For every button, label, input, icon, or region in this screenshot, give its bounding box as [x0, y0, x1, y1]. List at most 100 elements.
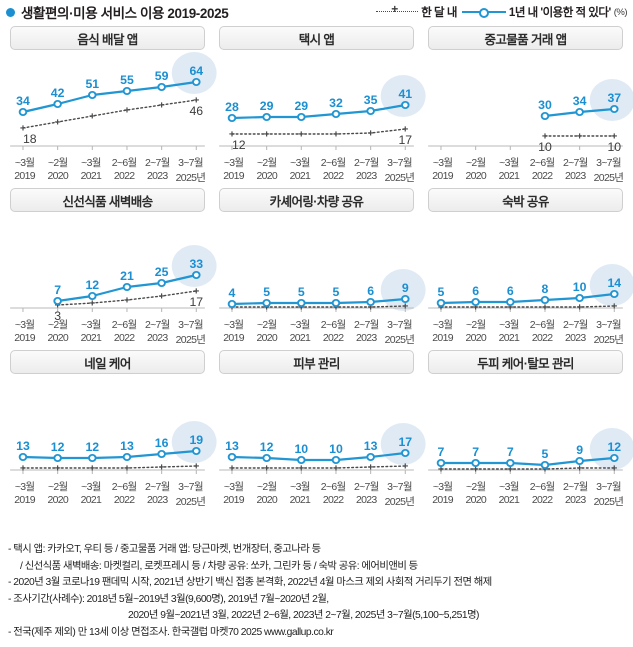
data-point-marker	[297, 113, 306, 122]
dotted-point-marker: +	[438, 303, 444, 314]
data-point-marker	[157, 82, 166, 91]
data-point-marker	[18, 453, 28, 462]
dotted-plus-line-icon	[376, 3, 419, 17]
dotted-point-marker: +	[298, 303, 304, 314]
data-value-label: 9	[576, 443, 583, 457]
title-group: 생활편의·미용 서비스 이용 2019-2025	[6, 2, 229, 22]
month-value-label: 3	[54, 309, 61, 323]
chart-panel: 숙박 공유 + + + + + +5 6 6 8 10 14 ~3월 ~2월 ~3월 2~6월 2~7월 3~7월…	[421, 186, 633, 348]
data-value-label: 12	[260, 440, 274, 454]
x-tick-year: 2020	[47, 332, 69, 344]
chart-panel: 카셰어링·차량 공유 + + + + + +4 5 5 5 6 9 ~3월 ~2월 ~3월 2~6월 2~7월 3…	[212, 186, 426, 351]
panel-header[interactable]: 신선식품 새벽배송	[10, 188, 205, 212]
x-axis-labels: ~3월 ~2월 ~3월 2~6월 2~7월 3~7월 2019 2020 2021 2022 202…	[426, 479, 625, 513]
data-point-marker	[401, 449, 410, 458]
x-tick-year: 2022	[322, 332, 344, 344]
solid-series-line	[231, 451, 406, 462]
x-tick-period: 3~7월	[178, 157, 203, 169]
dotted-point-marker: +	[507, 465, 513, 476]
panel-header[interactable]: 숙박 공유	[428, 188, 623, 212]
chart-panel: 택시 앱 + + + + + +28 29 29 32 35 41 12 17 ~3월 ~2월 ~3월 2~6월 2…	[212, 24, 426, 186]
data-point-marker	[540, 112, 550, 121]
dotted-point-marker: +	[577, 132, 583, 143]
x-tick-period: ~2월	[47, 157, 68, 169]
x-tick-period: 2~6월	[320, 319, 346, 331]
dotted-point-marker: +	[55, 118, 61, 129]
panel-title: 음식 배달 앱	[77, 32, 138, 47]
x-tick-period: ~3월	[290, 481, 310, 493]
data-point-marker	[575, 108, 584, 117]
x-tick-period: ~2월	[465, 481, 486, 493]
x-tick-year: 2020	[256, 332, 278, 344]
data-value-label: 30	[538, 98, 552, 112]
data-value-label: 25	[155, 265, 169, 279]
data-value-label: 42	[51, 86, 65, 100]
data-value-label: 5	[542, 447, 549, 461]
data-value-label: 28	[225, 100, 239, 114]
panel-header[interactable]: 택시 앱	[219, 26, 414, 50]
solid-series-line	[440, 292, 615, 305]
data-point-marker	[157, 279, 166, 288]
data-point-marker	[227, 114, 237, 123]
data-point-marker	[401, 295, 410, 304]
data-point-marker	[157, 450, 166, 459]
data-point-marker	[366, 107, 375, 116]
panel-header[interactable]: 두피 케어·탈모 관리	[428, 350, 623, 374]
chart-panel: 신선식품 새벽배송 + + + + +7 12 21 25 33 3 17 ~3월 ~2월 ~3월 2~6월 2…	[3, 186, 217, 348]
x-tick-year: 2022	[531, 494, 553, 506]
footnotes: - 택시 앱: 카카오T, 우티 등 / 중고물품 거래 앱: 당근마켓, 번개…	[0, 538, 633, 647]
x-tick-year: 2021	[80, 332, 102, 344]
x-tick-period: 2~6월	[320, 481, 346, 493]
plot-area: + + + + +7 12 21 25 33 3 17	[8, 216, 217, 323]
month-value-label: 17	[398, 133, 412, 147]
data-value-label: 6	[367, 284, 374, 298]
data-point-marker	[575, 294, 584, 303]
x-tick-year: 2019	[223, 494, 244, 506]
footnote-line: - 2020년 3월 코로나19 팬데믹 시작, 2021년 상반기 백신 접종…	[8, 577, 492, 588]
month-value-label: 10	[538, 140, 552, 154]
x-axis-labels: ~3월 ~2월 ~3월 2~6월 2~7월 3~7월 2019 2020 2021 2022 202…	[8, 155, 207, 189]
dotted-point-marker: +	[298, 130, 304, 141]
x-tick-year: 2025년	[384, 496, 415, 508]
panel-header[interactable]: 카셰어링·차량 공유	[219, 188, 414, 212]
x-tick-period: ~3월	[432, 481, 453, 493]
month-value-label: 46	[189, 104, 203, 118]
data-point-marker	[506, 298, 515, 307]
panel-header[interactable]: 음식 배달 앱	[10, 26, 205, 50]
x-tick-year: 2020	[465, 494, 487, 506]
dotted-point-marker: +	[298, 464, 304, 475]
dotted-point-marker: +	[402, 302, 408, 313]
dotted-series-line	[231, 305, 407, 308]
x-tick-year: 2022	[322, 494, 344, 506]
data-point-marker	[366, 453, 375, 462]
x-tick-year: 2023	[564, 170, 586, 182]
panel-header[interactable]: 중고물품 거래 앱	[428, 26, 623, 50]
data-point-marker	[471, 459, 480, 468]
footnote-line: - 전국(제주 제외) 만 13세 이상 면접조사. 한국갤럽 마켓70 202…	[8, 626, 334, 638]
data-point-marker	[610, 290, 619, 299]
data-value-label: 10	[573, 280, 587, 294]
plot-area: + + + + + +28 29 29 32 35 41 12 17	[217, 54, 426, 154]
dotted-point-marker: +	[507, 303, 513, 314]
x-tick-year: 2022	[113, 170, 135, 182]
data-point-marker	[610, 454, 619, 463]
data-value-label: 7	[438, 445, 445, 459]
data-value-label: 5	[263, 285, 270, 299]
chart-panel: 음식 배달 앱 + + + + + +34 42 51 55 59 64 18 46 ~3월 ~2월 ~3월 2~…	[3, 24, 217, 189]
data-point-marker	[331, 299, 341, 308]
solid-series-line	[22, 80, 197, 114]
x-tick-period: 2~6월	[529, 481, 555, 493]
panel-header[interactable]: 네일 케어	[10, 350, 205, 374]
dotted-point-marker: +	[193, 96, 199, 107]
x-tick-year: 2025년	[593, 172, 624, 184]
x-tick-year: 2020	[256, 170, 278, 182]
panel-header[interactable]: 피부 관리	[219, 350, 414, 374]
x-axis-labels: ~3월 ~2월 ~3월 2~6월 2~7월 3~7월 2019 2020 2021 2022 202…	[217, 317, 416, 351]
solid-circle-line-icon	[461, 7, 506, 18]
dotted-point-marker: +	[20, 464, 26, 475]
x-tick-period: ~3월	[499, 319, 519, 331]
data-value-label: 4	[229, 286, 236, 300]
x-tick-period: 2~7월	[562, 481, 588, 493]
dotted-point-marker: +	[333, 464, 339, 475]
x-axis-labels: ~3월 ~2월 ~3월 2~6월 2~7월 3~7월 2019 2020 2021 2022 202…	[8, 479, 207, 513]
